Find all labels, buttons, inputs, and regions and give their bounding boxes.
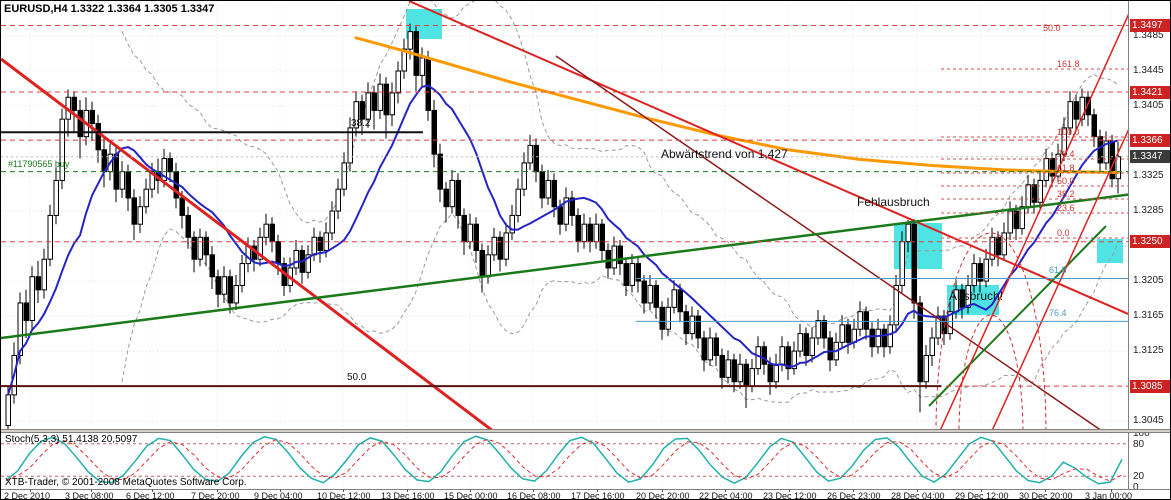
price-tick-label: 1.3125 — [1133, 345, 1164, 357]
price-tick-label: 1.3325 — [1133, 170, 1164, 182]
time-tick-label: 2 Dec 2010 — [4, 491, 51, 500]
price-tick-label: 1.3445 — [1133, 65, 1164, 77]
level-price-box: 1.3366 — [1130, 133, 1170, 147]
price-tick-label: 1.3405 — [1133, 100, 1164, 112]
time-tick-mark — [725, 489, 726, 492]
time-tick-label: 26 Dec 23:00 — [827, 491, 881, 500]
price-tick-label: 1.3165 — [1133, 310, 1164, 322]
time-tick-label: 29 Dec 12:00 — [955, 491, 1009, 500]
copyright-text: XTB-Trader, © 2001-2008 MetaQuotes Softw… — [5, 477, 247, 488]
time-tick-label: 22 Dec 04:00 — [699, 491, 753, 500]
time-tick-mark — [407, 489, 408, 492]
time-tick-mark — [152, 489, 153, 492]
time-tick-label: 30 Dec 20:00 — [1019, 491, 1073, 500]
bollinger-bands — [121, 1, 1119, 403]
time-tick-mark — [1045, 489, 1046, 492]
main-chart-area[interactable] — [1, 1, 1128, 429]
time-tick-label: 23 Dec 12:00 — [763, 491, 817, 500]
current-price-box: 1.3347 — [1130, 150, 1170, 164]
level-price-box: 1.3085 — [1130, 379, 1170, 393]
time-tick-mark — [343, 489, 344, 492]
price-tick-label: 1.3045 — [1133, 415, 1164, 427]
time-tick-label: 28 Dec 04:00 — [891, 491, 945, 500]
time-tick-label: 16 Dec 08:00 — [507, 491, 561, 500]
stoch-axis-label: 20 — [1133, 471, 1145, 483]
time-tick-label: 3 Dec 08:00 — [65, 491, 114, 500]
time-tick-label: 13 Dec 16:00 — [381, 491, 435, 500]
indicator-label: Stoch(5,3,3) 51,4138 20,5097 — [5, 434, 138, 445]
time-tick-label: 17 Dec 16:00 — [571, 491, 625, 500]
time-tick-label: 10 Dec 12:00 — [317, 491, 371, 500]
stoch-main-line — [5, 435, 1123, 485]
level-price-box: 1.3421 — [1130, 85, 1170, 99]
price-axis[interactable]: 1.3485 1.3445 1.3405 1.3325 1.3285 1.3205 1.31… — [1128, 1, 1170, 499]
candlesticks — [5, 23, 1121, 429]
time-tick-mark — [789, 489, 790, 492]
time-tick-mark — [470, 489, 471, 492]
level-price-box: 1.3250 — [1130, 235, 1170, 249]
time-tick-label: 9 Dec 04:00 — [254, 491, 303, 500]
level-lines — [1, 25, 1128, 388]
time-tick-label: 3 Jan 00:00 — [1085, 491, 1133, 500]
stoch-axis-label: 0 — [1133, 482, 1139, 493]
time-tick-mark — [30, 489, 31, 492]
ma-blue — [7, 84, 1119, 396]
time-tick-mark — [1111, 489, 1112, 492]
time-tick-mark — [853, 489, 854, 492]
time-tick-mark — [533, 489, 534, 492]
time-tick-mark — [280, 489, 281, 492]
stoch-axis-label: 80 — [1133, 438, 1145, 450]
time-tick-mark — [981, 489, 982, 492]
ohlc-readout: EURUSD,H4 1.3322 1.3364 1.3305 1.3347 — [4, 3, 215, 15]
time-tick-mark — [917, 489, 918, 492]
time-tick-mark — [597, 489, 598, 492]
time-axis[interactable]: 2 Dec 2010 3 Dec 08:00 6 Dec 12:00 7 Dec 20… — [1, 489, 1170, 500]
trendlines — [1, 1, 1128, 429]
price-tick-label: 1.3205 — [1133, 275, 1164, 287]
candlestick-chart[interactable] — [1, 1, 1128, 429]
time-tick-label: 15 Dec 00:00 — [444, 491, 498, 500]
pane-splitter[interactable] — [1, 429, 1170, 433]
level-price-box: 1.3497 — [1130, 19, 1170, 32]
stoch-grid — [1, 433, 1128, 489]
stochastic-pane[interactable] — [1, 433, 1128, 489]
price-tick-label: 1.3285 — [1133, 205, 1164, 217]
time-tick-label: 7 Dec 20:00 — [191, 491, 240, 500]
time-tick-mark — [217, 489, 218, 492]
time-tick-mark — [91, 489, 92, 492]
time-tick-label: 6 Dec 12:00 — [126, 491, 175, 500]
price-tick-label: 1.3485 — [1133, 30, 1164, 41]
time-tick-mark — [662, 489, 663, 492]
stoch-signal-line — [5, 438, 1123, 482]
time-tick-label: 20 Dec 20:00 — [636, 491, 690, 500]
stoch-axis-label: 100 — [1133, 428, 1150, 439]
stochastic-chart[interactable] — [1, 433, 1128, 489]
